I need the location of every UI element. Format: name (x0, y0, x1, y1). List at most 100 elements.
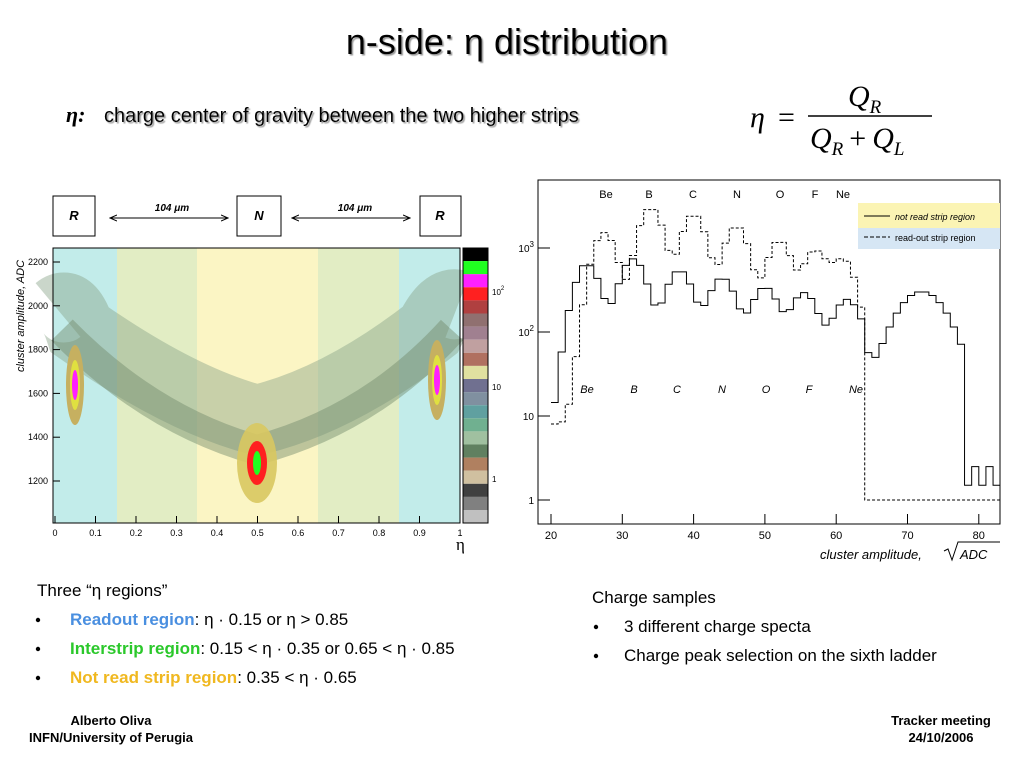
x-tick-label: 0.4 (211, 528, 224, 538)
bullet (35, 675, 41, 681)
peak-label: C (689, 189, 697, 201)
y-tick-label: 1400 (28, 432, 48, 442)
bullet (35, 617, 41, 623)
x-tick-label: 0.7 (332, 528, 345, 538)
x-tick-label: 0.9 (413, 528, 426, 538)
tick-label: 1 (492, 475, 497, 484)
band (318, 248, 399, 523)
region-item: Interstrip region: 0.15 < η · 0.35 or 0.… (70, 639, 455, 658)
x-tick-label: 80 (973, 530, 985, 542)
y-tick-label: 1600 (28, 388, 48, 398)
x-unit: ADC (959, 547, 988, 562)
peak-label: B (645, 189, 652, 201)
affiliation: INFN/University of Perugia (29, 730, 194, 745)
tick-label: 1 (528, 496, 534, 507)
x-tick-label: 50 (759, 530, 771, 542)
sample-item: 3 different charge specta (624, 617, 811, 636)
color-cell (463, 392, 488, 406)
peak-label: O (762, 384, 771, 396)
x-tick-label: 0.1 (89, 528, 102, 538)
x-label: η (456, 535, 465, 554)
peak-label: Be (580, 384, 593, 396)
definition: charge center of gravity between the two… (104, 105, 579, 127)
x-tick-label: 20 (545, 530, 557, 542)
color-cell (463, 300, 488, 314)
color-cell (463, 405, 488, 419)
legend-entry: read-out strip region (895, 233, 976, 243)
tick-label: 102 (492, 286, 505, 297)
bullet (593, 653, 599, 659)
formula-lhs: η (750, 101, 765, 134)
peak-label: B (630, 384, 637, 396)
peak-label: Be (599, 189, 612, 201)
color-cell (463, 431, 488, 445)
x-tick-label: 70 (901, 530, 913, 542)
eta-symbol: η: (66, 102, 85, 127)
author: Alberto Oliva (71, 713, 153, 728)
density (253, 451, 261, 475)
y-tick-label: 2200 (28, 257, 48, 267)
color-cell (463, 326, 488, 340)
strip-box (52, 195, 96, 237)
date: 24/10/2006 (908, 730, 973, 745)
color-cell (463, 444, 488, 458)
x-tick-label: 40 (687, 530, 699, 542)
density (72, 370, 78, 400)
peak-label: F (806, 384, 814, 396)
x-tick-label: 60 (830, 530, 842, 542)
bullet (593, 624, 599, 630)
peak-label: C (673, 384, 681, 396)
formula-eq: = (778, 101, 795, 134)
denominator: QR + QL (810, 122, 904, 160)
x-tick-label: 0.5 (251, 528, 264, 538)
peak-label: F (812, 189, 819, 201)
x-tick-label: 0.8 (373, 528, 386, 538)
amplitude-plot: not read strip region read-out strip reg… (518, 179, 1001, 562)
colorbar-frame (462, 247, 489, 524)
strip-label: R (69, 208, 79, 223)
bullet (35, 646, 41, 652)
y-tick-label: 1200 (28, 476, 48, 486)
formula: η = QR QR + QL (750, 80, 932, 160)
event: Tracker meeting (891, 713, 991, 728)
x-tick-label: 0.3 (170, 528, 183, 538)
color-cell (463, 274, 488, 288)
band (53, 248, 117, 523)
pitch-label: 104 μm (155, 203, 189, 214)
x-tick-label: 0.2 (130, 528, 143, 538)
legend (858, 228, 1000, 249)
tick-label: 10 (523, 412, 535, 423)
sample-item: Charge peak selection on the sixth ladde… (624, 646, 937, 665)
histogram (551, 209, 1001, 501)
peak-label: Ne (849, 384, 863, 396)
peak-label: O (776, 189, 785, 201)
strip-box (236, 195, 282, 237)
color-cell (463, 287, 488, 301)
numerator: QR (848, 80, 882, 118)
peak-label: N (733, 189, 741, 201)
density (35, 269, 471, 457)
color-cell (463, 510, 488, 524)
x-label: cluster amplitude, (820, 547, 922, 562)
y-tick-label: 2000 (28, 301, 48, 311)
region-item: Readout region: η · 0.15 or η > 0.85 (70, 610, 348, 629)
color-cell (463, 313, 488, 327)
frame (52, 247, 461, 524)
color-cell (463, 261, 488, 275)
color-cell (463, 483, 488, 497)
pitch-label: 104 μm (338, 203, 372, 214)
tick-label: 102 (518, 324, 534, 339)
peak-label: Ne (836, 189, 850, 201)
color-cell (463, 352, 488, 366)
samples-heading: Charge samples (592, 588, 716, 607)
color-cell (463, 418, 488, 432)
strip-label: N (254, 208, 264, 223)
strip-box (419, 195, 462, 237)
legend-entry: not read strip region (895, 212, 975, 222)
color-cell (463, 365, 488, 379)
y-tick-label: 1800 (28, 345, 48, 355)
tick-label: 103 (518, 240, 534, 255)
regions-heading: Three “η regions” (37, 581, 168, 600)
